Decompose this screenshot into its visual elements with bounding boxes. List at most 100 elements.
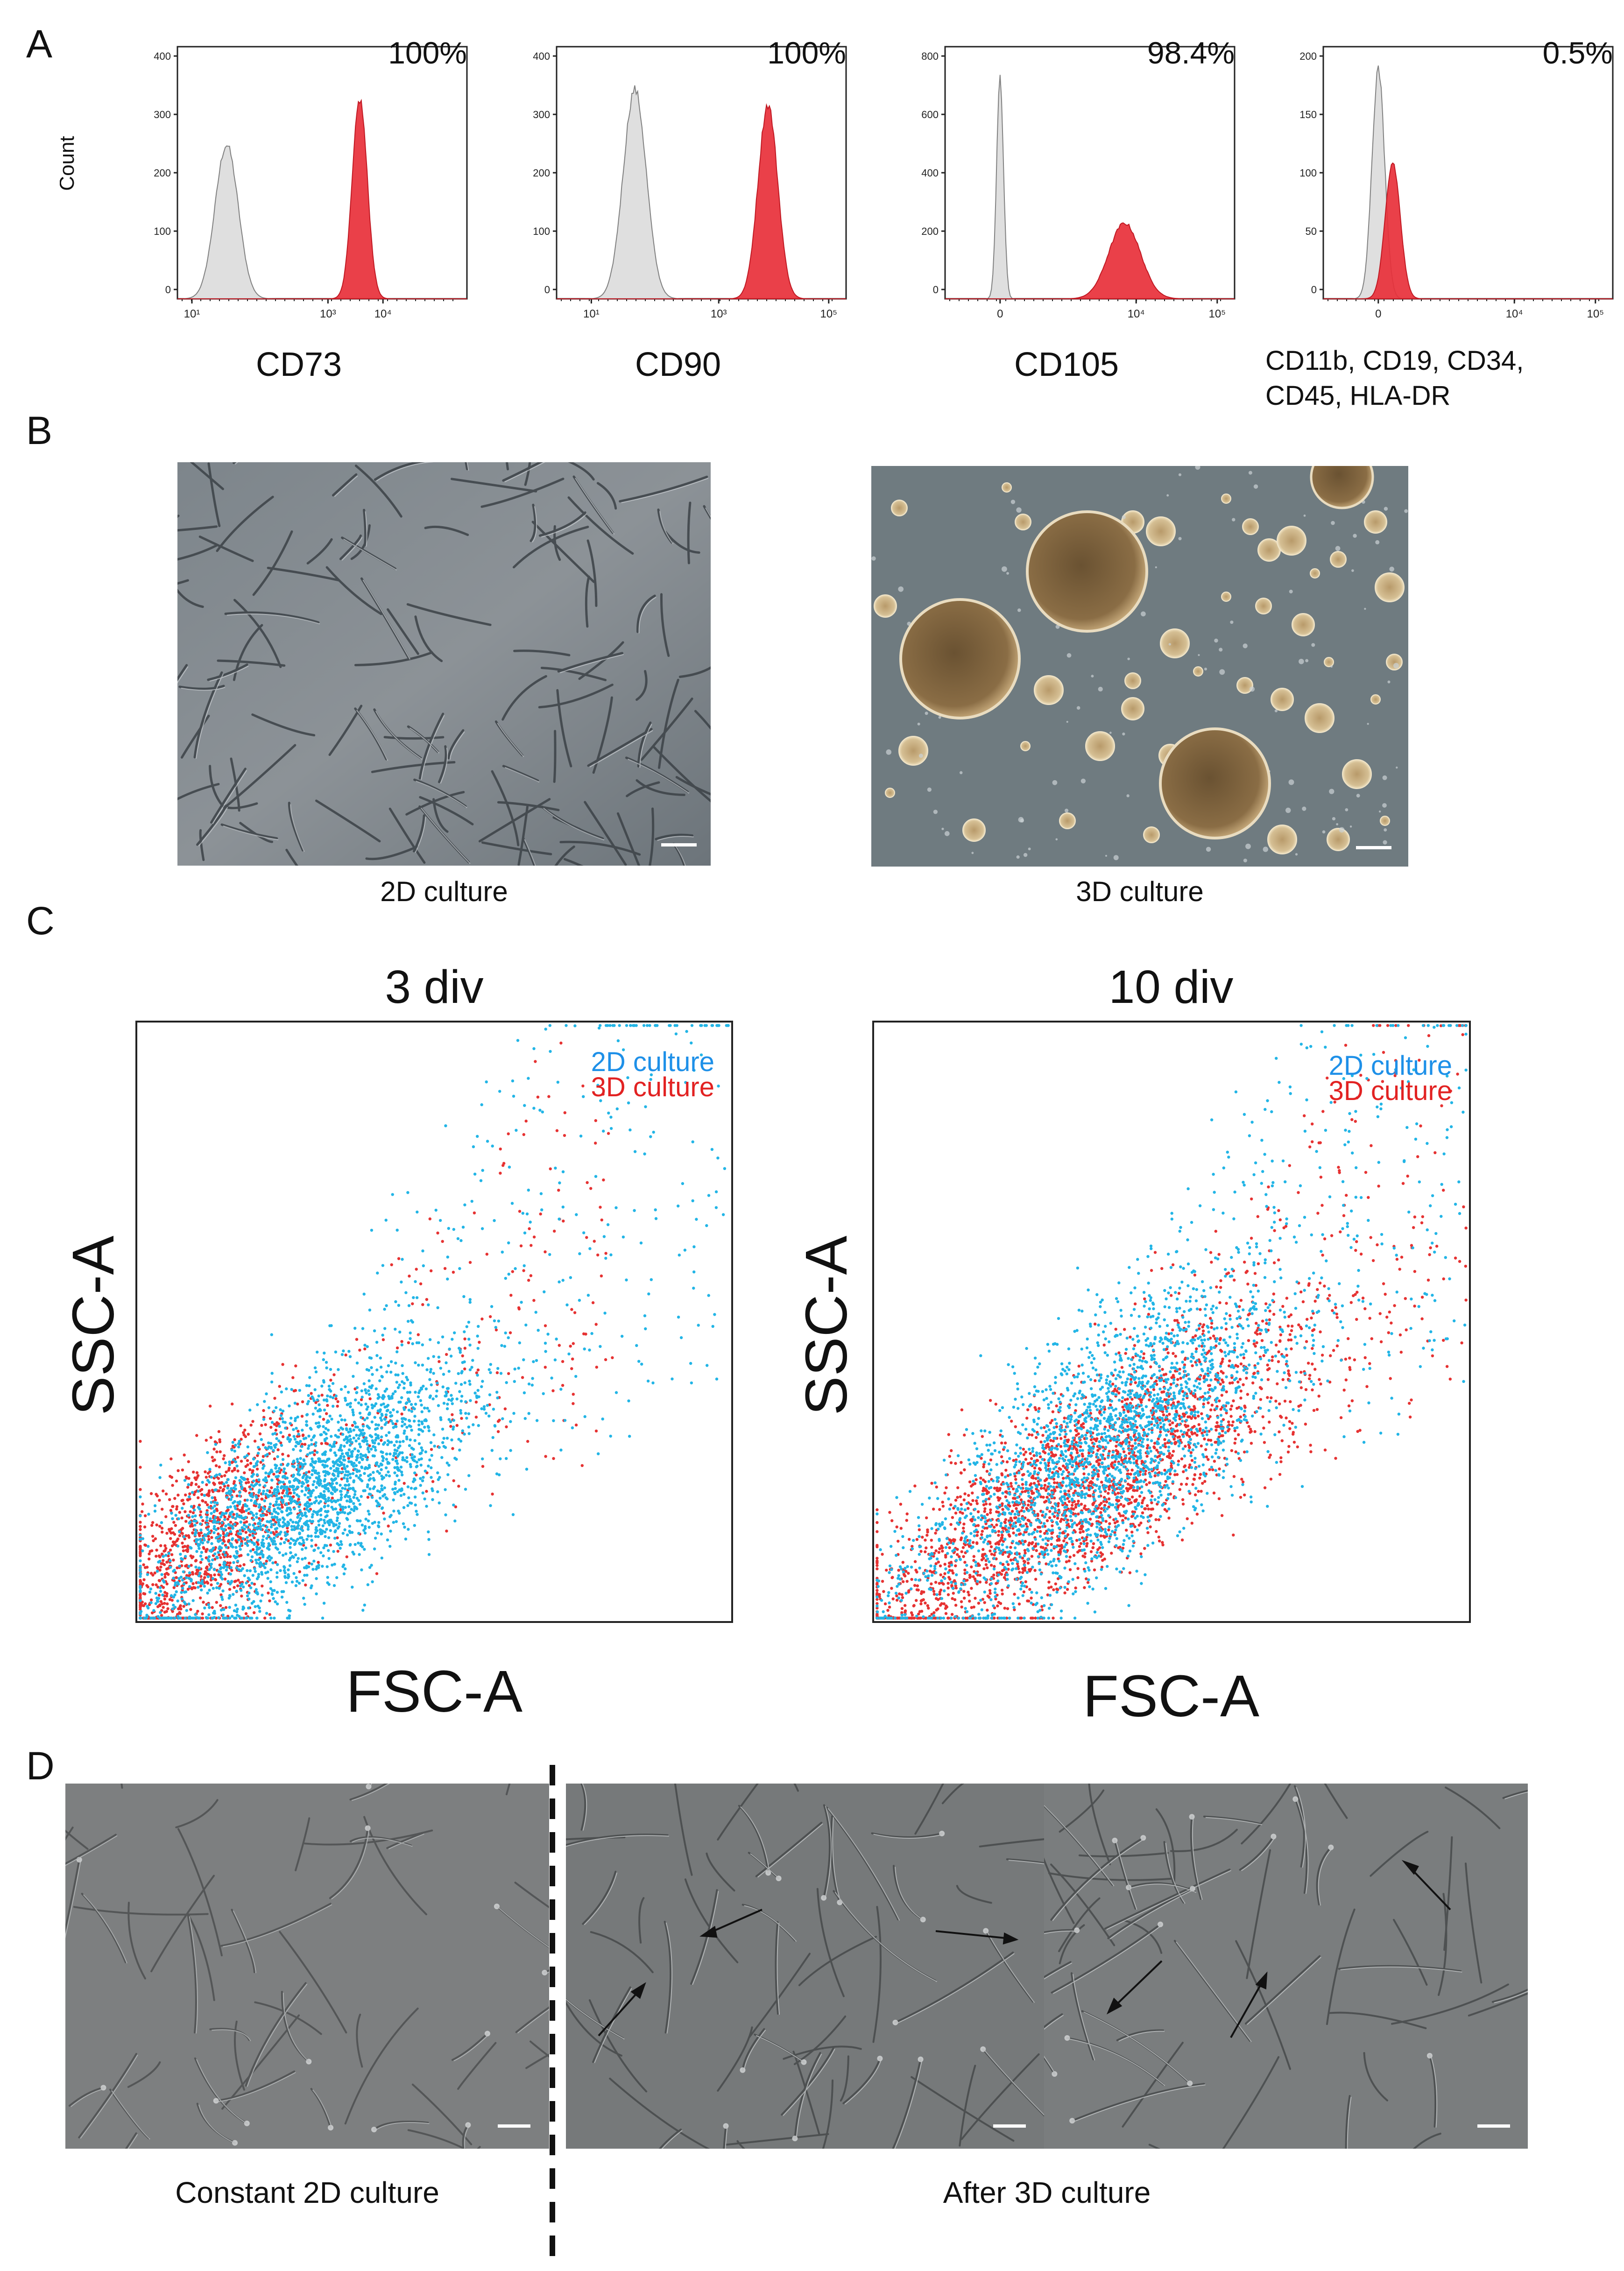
scatter-point [297,1464,300,1467]
single-cell [1387,680,1391,684]
scatter-point [537,1329,540,1332]
scatter-point [268,1599,271,1602]
scatter-point [348,1444,352,1447]
scatter-point [187,1565,191,1568]
scatter-point [618,1024,621,1027]
scatter-point [341,1432,345,1436]
scatter-point [184,1493,187,1497]
scatter-point [260,1573,264,1576]
scatter-point [263,1484,267,1488]
scatter-point [198,1503,201,1507]
scatter-point [251,1495,254,1498]
scatter-point [469,1399,472,1402]
scatter-point [236,1559,240,1563]
scatter-point [325,1432,328,1436]
scatter-point [155,1493,158,1496]
scatter-point [159,1600,162,1603]
cell-process-highlight [415,817,426,853]
scatter-point [339,1414,342,1418]
scatter-point [212,1531,216,1534]
marker-histogram [177,99,467,299]
single-cell [1382,803,1387,808]
scatter-point [342,1563,346,1566]
scatter-point [150,1616,154,1620]
scatter-point [389,1360,393,1363]
scatter-point [1201,1395,1205,1398]
scatter-point [156,1605,160,1608]
scatter-point [445,1530,448,1533]
scatter-point [388,1545,392,1548]
scatter-point [221,1589,225,1593]
scatter-point [184,1549,188,1552]
scatter-point [1191,1432,1194,1436]
scatter-point [366,1447,370,1451]
scatter-point [563,1134,566,1137]
cell-process [703,505,711,520]
scatter-point [285,1491,289,1495]
scatter-point [311,1483,315,1487]
scatter-point [888,1511,891,1514]
scatter-point [243,1523,246,1527]
scatter-point [367,1519,370,1523]
scatter-point [334,1507,338,1510]
scatter-point [240,1526,244,1529]
scatter-point [341,1452,344,1455]
scatter-point [412,1419,416,1423]
scatter-point [315,1476,318,1480]
scatter-point [1128,1441,1131,1444]
panel-label-b: B [26,409,53,452]
scatter-point [312,1480,316,1483]
scatter-point [307,1394,310,1397]
scatter-point [166,1607,169,1610]
scatter-point [346,1470,350,1474]
scatter-point [449,1354,453,1358]
scatter-point [413,1455,416,1459]
scatter-point [355,1458,358,1462]
scatter-point [303,1443,307,1446]
scatter-point [217,1616,220,1619]
scatter-point [297,1481,301,1484]
scatter-point [1121,1405,1124,1409]
scatter-point [305,1420,308,1423]
scatter-point [242,1563,246,1566]
scatter-point [347,1448,351,1452]
scatter-point [230,1569,233,1572]
scatter-point [195,1434,198,1437]
small-spheroid [898,736,928,766]
scatter-point [371,1373,374,1376]
scatter-point [916,1584,919,1587]
scatter-point [373,1416,376,1419]
scatter-point [457,1438,460,1441]
scatter-point [294,1419,297,1422]
scatter-point [431,1480,435,1483]
scatter-point [293,1528,296,1531]
scatter-point [1027,1519,1031,1523]
scatter-point [170,1553,174,1556]
scatter-point [422,1264,425,1268]
single-cell [1382,775,1387,780]
scatter-point [343,1466,346,1469]
scatter-point [315,1499,318,1502]
scatter-point [325,1565,329,1568]
scatter-point [139,1616,142,1620]
scatter-point [214,1498,217,1502]
cell-process [635,670,648,701]
scatter-point [239,1536,242,1539]
cell-process-highlight [589,730,653,768]
scatter-point [1464,1264,1467,1268]
scatter-point [209,1517,212,1521]
scatter-point [461,1354,464,1358]
scatter-point [175,1539,179,1542]
scatter-point [292,1428,295,1431]
scatter-point [214,1578,218,1581]
scatter-point [423,1419,426,1422]
scatter-point [407,1341,410,1344]
scatter-point [320,1494,324,1497]
single-cell [1064,809,1069,813]
scatter-point [424,1450,427,1453]
scatter-point [324,1453,327,1456]
scatter-point [256,1538,260,1542]
scatter-point [238,1545,241,1548]
scatter-point [1023,1540,1026,1543]
scatter-point [1028,1587,1031,1591]
